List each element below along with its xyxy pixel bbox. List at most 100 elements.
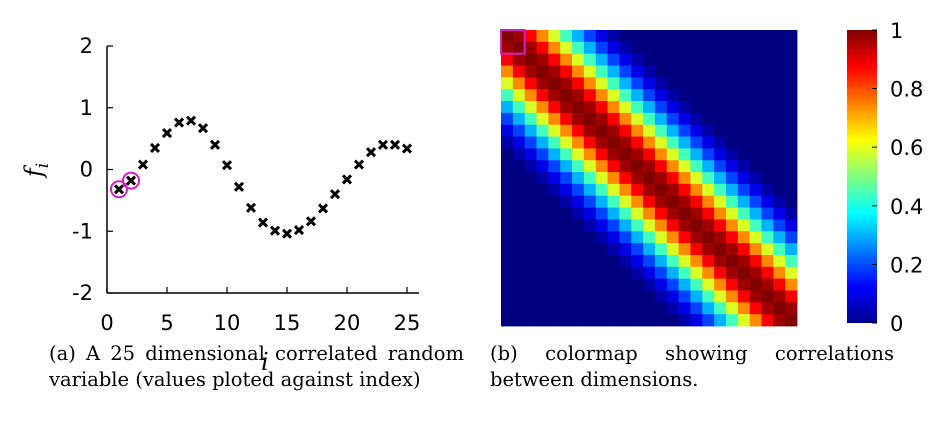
heatmap-cell <box>654 172 668 185</box>
heatmap-cell <box>737 65 751 78</box>
heatmap-cell <box>702 53 715 66</box>
heatmap-cell <box>737 266 751 280</box>
heatmap-cell <box>654 41 668 55</box>
heatmap-cell <box>512 124 526 137</box>
heatmap-cell <box>749 136 762 149</box>
heatmap-cell <box>595 124 608 137</box>
heatmap-cell <box>501 314 514 327</box>
heatmap-cell <box>631 266 644 280</box>
heatmap-cell <box>583 183 597 197</box>
heatmap-cell <box>666 53 679 66</box>
heatmap-cell <box>749 65 762 78</box>
colorbar-tick-label: 0 <box>890 312 903 336</box>
scatter-point <box>161 128 173 139</box>
heatmap-cell <box>619 172 632 185</box>
heatmap-cell <box>749 302 762 315</box>
heatmap-cell <box>619 77 632 90</box>
heatmap-cell <box>654 207 668 220</box>
caption-a: (a) A 25 dimensional correlated random v… <box>49 342 464 391</box>
heatmap-cell <box>631 219 644 232</box>
heatmap-cell <box>643 124 656 137</box>
scatter-point <box>401 143 413 154</box>
heatmap-cell <box>666 219 679 232</box>
heatmap-cell <box>690 30 703 43</box>
heatmap-cell <box>773 77 786 90</box>
heatmap-cell <box>536 30 549 43</box>
colorbar-tick-label: 0.4 <box>890 195 923 219</box>
heatmap-cell <box>654 254 668 268</box>
heatmap-cell <box>583 160 597 173</box>
heatmap-cell <box>785 53 798 66</box>
heatmap-cell <box>548 314 561 327</box>
heatmap-cell <box>761 77 774 90</box>
heatmap-cell <box>619 195 632 208</box>
heatmap-cell <box>607 207 620 220</box>
heatmap-cell <box>501 243 514 256</box>
heatmap-cell <box>548 278 561 291</box>
scatter-highlight-circle <box>122 171 140 190</box>
colorbar-gradient <box>847 30 877 323</box>
heatmap-cell <box>583 30 597 43</box>
heatmap-cell <box>714 112 727 126</box>
heatmap-cell <box>501 207 514 220</box>
heatmap-cell <box>607 160 620 173</box>
heatmap-cell <box>572 207 585 220</box>
heatmap-cell <box>607 314 620 327</box>
heatmap-cell <box>654 124 668 137</box>
heatmap-cell <box>690 112 703 126</box>
heatmap-cell <box>572 314 585 327</box>
heatmap-cell <box>678 160 691 173</box>
heatmap-cell <box>737 254 751 268</box>
heatmap-cell <box>536 219 549 232</box>
heatmap-cell <box>583 243 597 256</box>
heatmap-cell <box>619 266 632 280</box>
heatmap-cell <box>666 41 679 55</box>
heatmap-cell <box>725 172 739 185</box>
heatmap-cell <box>619 112 632 126</box>
heatmap-cell <box>619 41 632 55</box>
heatmap-cell <box>761 266 774 280</box>
heatmap-cell <box>560 314 573 327</box>
heatmap-cell <box>524 89 537 102</box>
heatmap-cell <box>583 136 597 149</box>
correlation-heatmap <box>500 29 798 327</box>
heatmap-cell <box>737 243 751 256</box>
heatmap-cell <box>749 53 762 66</box>
heatmap-cell <box>501 112 514 126</box>
heatmap-cell <box>737 30 751 43</box>
scatter-x-tick-label: 0 <box>100 311 113 335</box>
heatmap-cell <box>536 231 549 244</box>
heatmap-cell <box>501 290 514 303</box>
heatmap-cell <box>737 172 751 185</box>
heatmap-cell <box>654 243 668 256</box>
heatmap-cell <box>702 243 715 256</box>
heatmap-cell <box>572 219 585 232</box>
heatmap-cell <box>595 266 608 280</box>
heatmap-cell <box>749 266 762 280</box>
heatmap-cell <box>548 183 561 197</box>
heatmap-cell <box>690 136 703 149</box>
heatmap-cell <box>572 77 585 90</box>
heatmap-cell <box>749 243 762 256</box>
heatmap-cell <box>560 243 573 256</box>
heatmap-cell <box>548 77 561 90</box>
heatmap-cell <box>619 183 632 197</box>
heatmap-cell <box>595 112 608 126</box>
heatmap-cell <box>643 136 656 149</box>
heatmap-cell <box>690 231 703 244</box>
heatmap-cell <box>666 314 679 327</box>
heatmap-cell <box>512 195 526 208</box>
heatmap-cell <box>678 290 691 303</box>
heatmap-cell <box>643 290 656 303</box>
colorbar: 1 0.8 0.6 0.4 0.2 0 <box>847 19 923 336</box>
heatmap-cell <box>690 124 703 137</box>
heatmap-cell <box>536 101 549 114</box>
heatmap-cell <box>666 136 679 149</box>
heatmap-cell <box>666 65 679 78</box>
heatmap-cell <box>560 302 573 315</box>
heatmap-cell <box>643 65 656 78</box>
heatmap-cell <box>524 290 537 303</box>
heatmap-cell <box>536 172 549 185</box>
heatmap-cell <box>548 254 561 268</box>
heatmap-cell <box>690 183 703 197</box>
